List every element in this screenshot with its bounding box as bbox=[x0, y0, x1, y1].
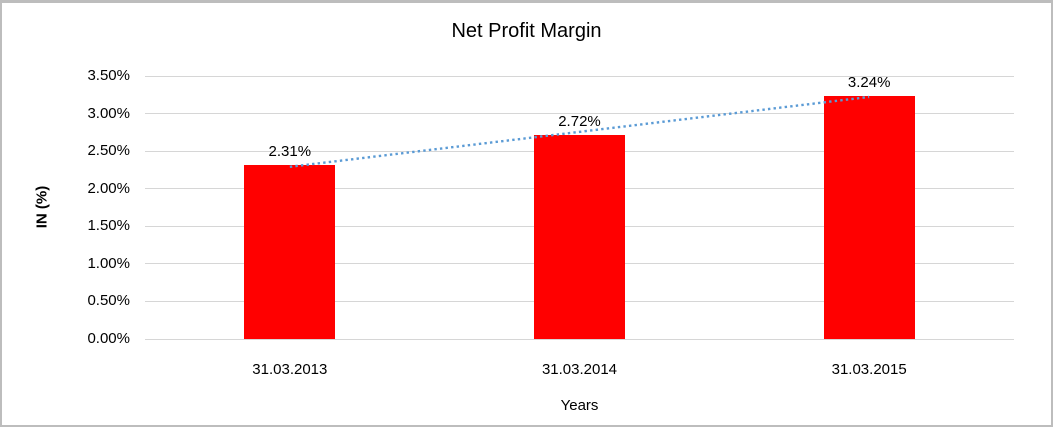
x-category-label: 31.03.2013 bbox=[252, 361, 328, 378]
bar bbox=[244, 165, 336, 339]
y-tick-label: 1.50% bbox=[87, 217, 130, 235]
y-tick-label: 0.50% bbox=[87, 292, 130, 310]
chart-title: Net Profit Margin bbox=[451, 20, 602, 42]
y-tick-label: 0.00% bbox=[87, 330, 130, 347]
y-tick-label: 3.00% bbox=[87, 104, 130, 122]
bar bbox=[823, 95, 915, 339]
y-tick-label: 2.00% bbox=[87, 179, 130, 197]
x-category-label: 31.03.2014 bbox=[541, 361, 618, 378]
trendline-dotted-line bbox=[289, 95, 870, 168]
y-tick-label: 1.00% bbox=[87, 254, 130, 272]
gridline bbox=[145, 338, 1014, 340]
bar-value-label: 3.24% bbox=[847, 73, 891, 91]
bar-value-label: 2.72% bbox=[558, 112, 601, 130]
bar-value-label: 2.31% bbox=[268, 143, 312, 161]
y-tick-label: 2.50% bbox=[87, 142, 130, 160]
gridline bbox=[145, 113, 1014, 115]
x-axis-title: Years bbox=[560, 397, 599, 414]
trendline bbox=[289, 95, 870, 168]
x-category-label: 31.03.2015 bbox=[831, 361, 907, 378]
plot-area: 2.31% 2.72% 3.24% bbox=[145, 73, 1014, 340]
gridline bbox=[145, 75, 1014, 77]
y-tick-label: 3.50% bbox=[87, 67, 130, 84]
bar bbox=[534, 134, 625, 339]
